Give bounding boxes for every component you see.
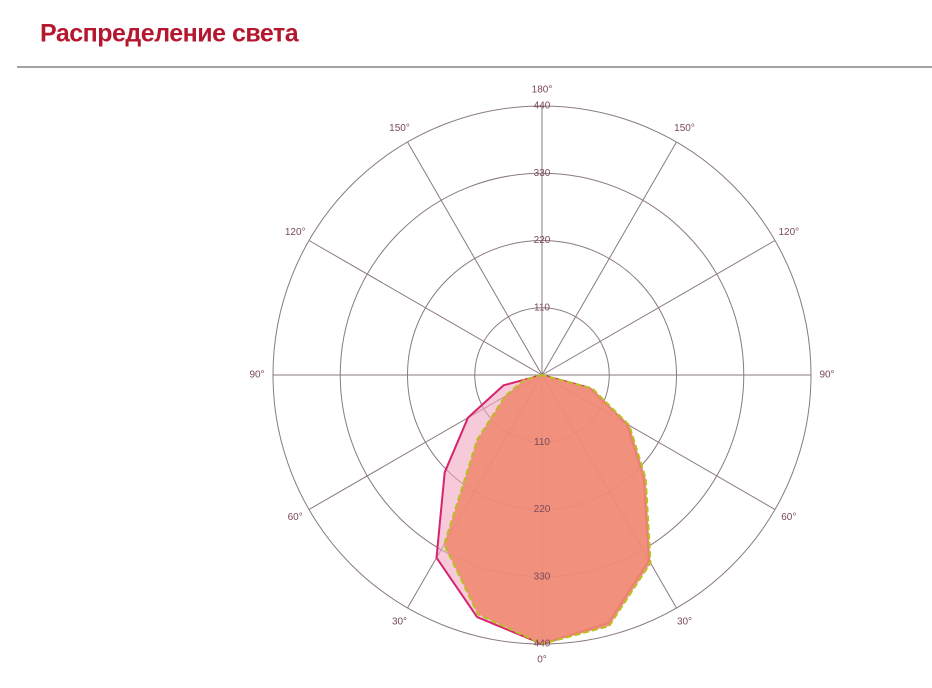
labels: 0° 30° 60° 90° 120° 150° 180° 30° 60° 90° 120° 150°…	[249, 85, 834, 666]
intensity-curve	[443, 374, 652, 645]
spoke	[541, 240, 776, 376]
angle-label: 120°	[285, 227, 306, 238]
radial-tick-label: 440	[534, 639, 551, 650]
angle-label: 90°	[819, 370, 834, 381]
angle-label: 150°	[674, 123, 695, 134]
radial-tick-label: 110	[534, 302, 550, 313]
spoke	[308, 240, 543, 376]
angle-label: 60°	[288, 512, 303, 523]
radial-tick-label: 220	[534, 235, 551, 246]
spoke	[541, 141, 677, 376]
angle-label: 30°	[677, 616, 692, 627]
angle-label: 0°	[537, 655, 547, 666]
radial-tick-label: 330	[534, 571, 551, 582]
angle-label: 90°	[249, 370, 264, 381]
radial-tick-label: 220	[534, 504, 551, 515]
angle-label: 120°	[778, 227, 799, 238]
radial-tick-label: 330	[534, 168, 551, 179]
angle-label: 180°	[532, 85, 553, 96]
radial-tick-label: 110	[534, 437, 550, 448]
angle-label: 60°	[781, 512, 796, 523]
angle-label: 150°	[389, 123, 410, 134]
chart-title: Распределение света	[40, 20, 300, 48]
angle-label: 30°	[392, 616, 407, 627]
curves	[435, 374, 652, 645]
radial-tick-label: 440	[534, 101, 551, 112]
spoke	[407, 141, 543, 376]
